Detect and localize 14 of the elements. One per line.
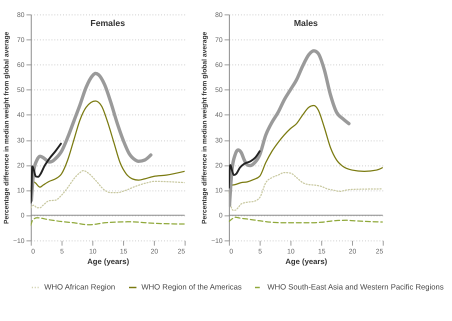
x-axis-title: Age (years) bbox=[87, 256, 130, 266]
line-series bbox=[30, 170, 185, 208]
line-series bbox=[30, 142, 62, 204]
chart-title: Females bbox=[90, 18, 126, 28]
legend-label: WHO South-East Asia and Western Pacific Regions bbox=[267, 282, 444, 292]
legend-label: WHO Region of the Americas bbox=[141, 282, 242, 292]
chart-title: Males bbox=[294, 18, 318, 28]
line-series bbox=[30, 217, 185, 226]
line-series bbox=[30, 72, 152, 202]
legend-label: WHO African Region bbox=[44, 282, 116, 292]
x-axis-title: Age (years) bbox=[285, 256, 328, 266]
line-series bbox=[228, 150, 261, 189]
line-series bbox=[228, 49, 351, 207]
line-series bbox=[228, 172, 383, 211]
